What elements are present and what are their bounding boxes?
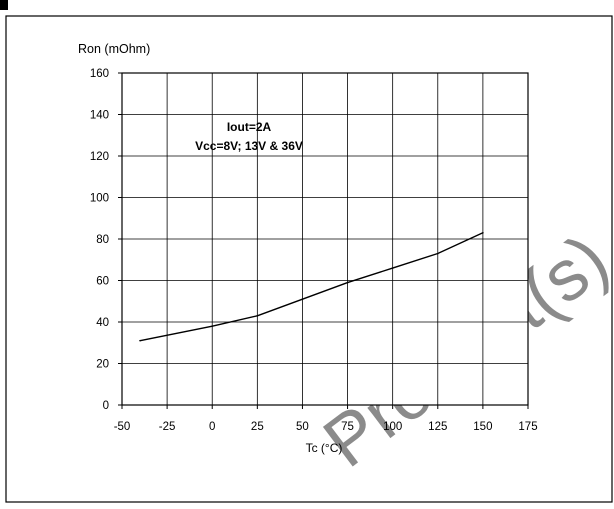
y-tick-label: 100 xyxy=(90,193,109,205)
labels: Ron (mOhm) Tc (°C) Iout=2A Vcc=8V; 13V &… xyxy=(78,42,342,455)
x-tick-label: 125 xyxy=(428,421,447,433)
x-tick-label: 25 xyxy=(251,421,264,433)
y-tick-label: 0 xyxy=(103,400,109,412)
y-axis-label: Ron (mOhm) xyxy=(78,42,150,56)
data-point xyxy=(139,339,141,342)
data-point xyxy=(482,231,484,234)
annotation-line-1: Iout=2A xyxy=(227,120,272,134)
data-point xyxy=(211,325,214,327)
y-tick-label: 40 xyxy=(96,317,109,329)
x-tick-label: -50 xyxy=(114,421,131,433)
data-point xyxy=(346,281,349,284)
x-tick-label: 175 xyxy=(518,421,537,433)
axes: -50 -25 0 25 50 75 100 125 150 175 0 20 40 60 80 100 120… xyxy=(90,68,538,433)
y-tick-label: 80 xyxy=(96,234,109,246)
y-tick-label: 60 xyxy=(96,276,109,288)
data-point xyxy=(391,267,394,269)
data-point xyxy=(436,252,439,255)
y-tick-label: 120 xyxy=(90,151,109,163)
series-layer xyxy=(139,231,484,342)
grid xyxy=(122,73,528,405)
y-tick-label: 160 xyxy=(90,68,109,80)
x-tick-label: 100 xyxy=(383,421,402,433)
x-axis-label: Tc (°C) xyxy=(306,441,343,455)
frame-corner-mark xyxy=(0,0,8,10)
x-tick-label: 50 xyxy=(296,421,309,433)
x-tick-label: -25 xyxy=(159,421,176,433)
ron-line xyxy=(139,232,484,342)
y-tick-label: 140 xyxy=(90,110,109,122)
plot-border xyxy=(121,72,529,406)
data-point xyxy=(256,314,259,317)
x-tick-label: 0 xyxy=(209,421,215,433)
x-tick-label: 150 xyxy=(473,421,492,433)
y-tick-label: 20 xyxy=(96,359,109,371)
x-tick-label: 75 xyxy=(341,421,354,433)
data-point xyxy=(301,298,304,300)
annotation-line-2: Vcc=8V; 13V & 36V xyxy=(195,139,303,153)
